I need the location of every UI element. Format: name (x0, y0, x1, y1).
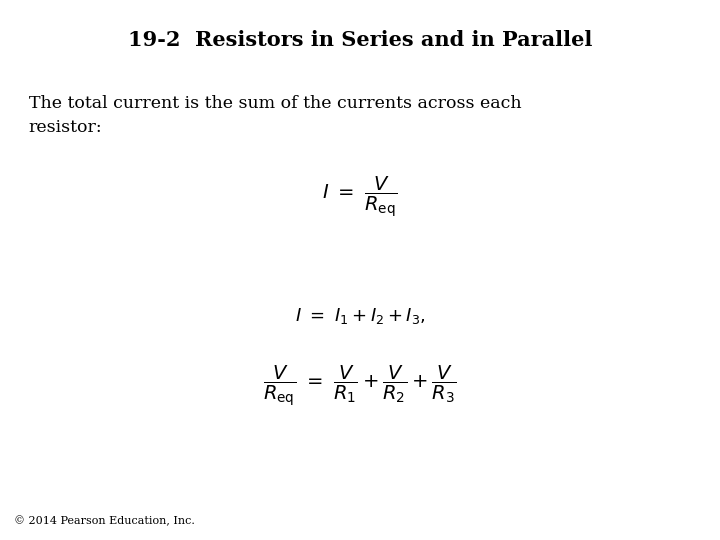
Text: $I \ = \ I_1 + I_2 + I_3,$: $I \ = \ I_1 + I_2 + I_3,$ (294, 306, 426, 326)
Text: $\dfrac{V}{R_{\mathrm{eq}}} \ = \ \dfrac{V}{R_1} + \dfrac{V}{R_2} + \dfrac{V}{R_: $\dfrac{V}{R_{\mathrm{eq}}} \ = \ \dfrac… (264, 364, 456, 408)
Text: © 2014 Pearson Education, Inc.: © 2014 Pearson Education, Inc. (14, 516, 195, 526)
Text: $I \ = \ \dfrac{V}{R_{\mathrm{eq}}}$: $I \ = \ \dfrac{V}{R_{\mathrm{eq}}}$ (323, 175, 397, 219)
Text: The total current is the sum of the currents across each
resistor:: The total current is the sum of the curr… (29, 94, 521, 136)
Text: 19-2  Resistors in Series and in Parallel: 19-2 Resistors in Series and in Parallel (128, 30, 592, 50)
